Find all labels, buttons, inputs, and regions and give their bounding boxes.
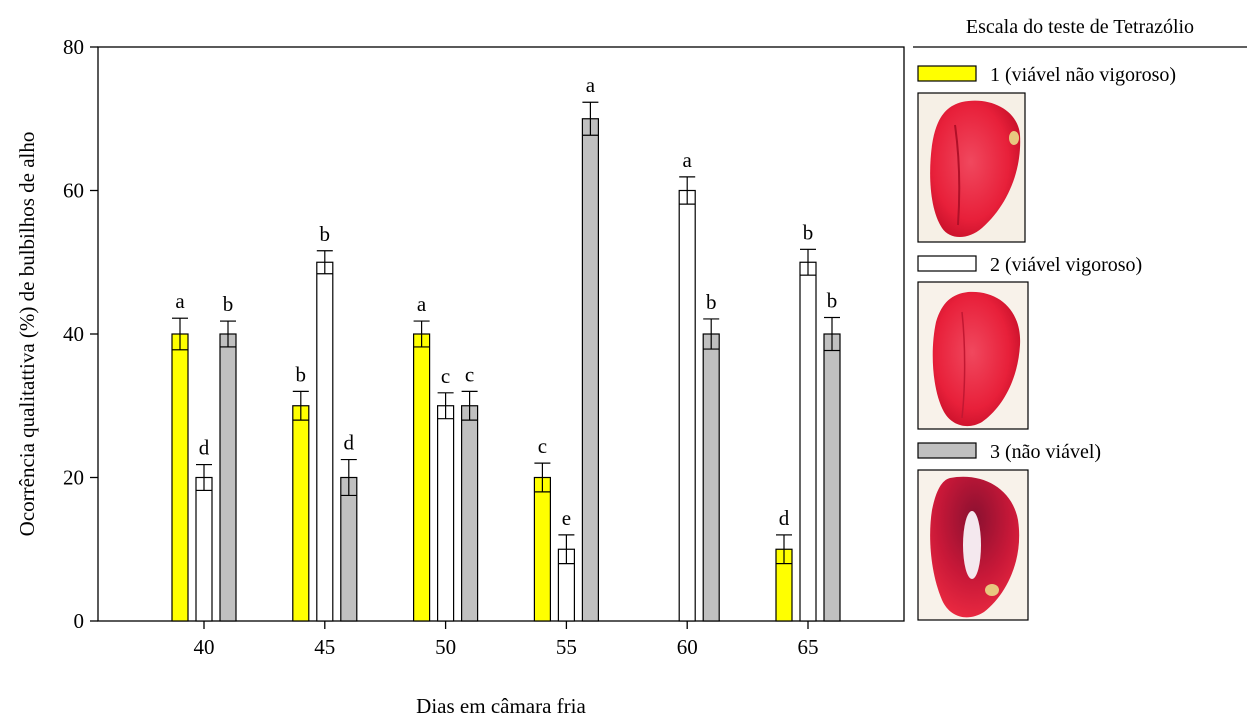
legend-label-2: 2 (viável vigoroso) (990, 254, 1142, 276)
bar (292, 405, 310, 622)
legend-item-2: 2 (viável vigoroso) (917, 254, 1142, 276)
legend-swatch-1 (917, 65, 977, 82)
legend-item-1: 1 (viável não vigoroso) (917, 64, 1176, 86)
significance-letter: b (827, 288, 838, 312)
y-tick-label: 20 (63, 466, 84, 490)
legend-swatch-2 (917, 255, 977, 272)
bar (799, 261, 817, 622)
significance-letter: a (683, 148, 693, 172)
significance-letter: e (562, 506, 571, 530)
significance-letter: a (417, 292, 427, 316)
x-tick-label: 60 (677, 635, 698, 659)
legend-label-3: 3 (não viável) (990, 441, 1101, 463)
x-tick-label: 50 (435, 635, 456, 659)
legend: Escala do teste de Tetrazólio 1 (viável … (913, 16, 1247, 621)
garlic-clove-image-2 (932, 291, 1021, 427)
bar (195, 476, 213, 622)
significance-letter: c (465, 362, 474, 386)
bar (316, 261, 334, 622)
y-tick-label: 60 (63, 179, 84, 203)
bar (533, 476, 552, 622)
significance-letter: a (175, 289, 185, 313)
bar (219, 333, 237, 622)
significance-letter: d (344, 431, 355, 455)
x-tick-label: 45 (314, 635, 335, 659)
significance-letter: b (320, 222, 331, 246)
legend-item-3: 3 (não viável) (917, 441, 1101, 463)
x-axis: 40 45 50 55 60 65 (194, 621, 819, 659)
y-axis-label: Ocorrência qualitattiva (%) de bulbilhos… (15, 132, 39, 537)
x-axis-label: Dias em câmara fria (416, 694, 586, 718)
significance-letter: b (803, 220, 814, 244)
y-tick-label: 0 (74, 609, 85, 633)
x-tick-label: 65 (798, 635, 819, 659)
significance-letter: c (538, 434, 547, 458)
bar (413, 333, 431, 622)
significance-letter: a (586, 73, 596, 97)
y-axis: 0 20 40 60 80 (63, 35, 98, 633)
bars: a b a c d d b c e a b b d c a b b (171, 73, 841, 622)
y-tick-label: 80 (63, 35, 84, 59)
legend-label-1: 1 (viável não vigoroso) (990, 64, 1176, 86)
bar (171, 333, 189, 622)
legend-image-2 (917, 281, 1029, 430)
significance-letter: c (441, 364, 450, 388)
significance-letter: b (223, 292, 234, 316)
garlic-clove-image-1 (930, 100, 1021, 237)
significance-letter: b (296, 362, 307, 386)
bar (823, 333, 841, 622)
bar (437, 405, 455, 622)
legend-image-1 (917, 92, 1026, 243)
x-tick-label: 40 (194, 635, 215, 659)
y-tick-label: 40 (63, 322, 84, 346)
bar (678, 189, 696, 622)
significance-letter: b (706, 290, 717, 314)
legend-swatch-3 (917, 442, 977, 459)
legend-title: Escala do teste de Tetrazólio (966, 16, 1194, 38)
significance-letter: d (199, 436, 210, 460)
bar (340, 476, 358, 622)
x-tick-label: 55 (556, 635, 577, 659)
bar (461, 405, 479, 622)
significance-letter: d (779, 506, 790, 530)
bar (702, 333, 720, 622)
bar (581, 118, 600, 622)
legend-image-3 (917, 469, 1029, 621)
